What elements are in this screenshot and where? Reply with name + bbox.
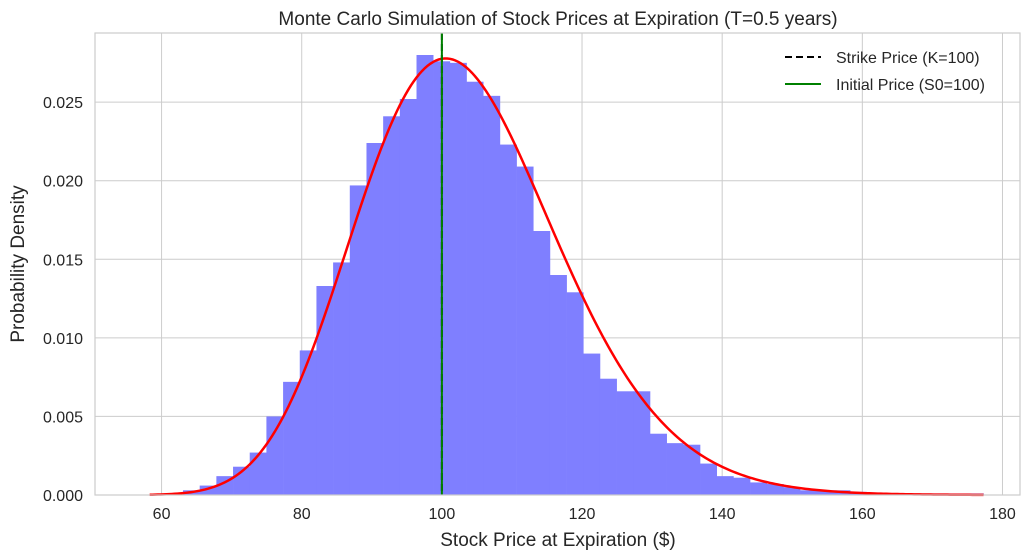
x-tick-label: 80 xyxy=(293,506,311,523)
histogram-bar xyxy=(816,490,834,495)
histogram-bar xyxy=(266,416,284,495)
histogram-bar xyxy=(383,116,401,496)
histogram-bar xyxy=(549,275,567,495)
histogram-bar xyxy=(199,485,217,495)
histogram-bar xyxy=(349,185,367,495)
histogram-bars xyxy=(183,55,984,496)
plot-frame xyxy=(94,32,1021,496)
histogram-bar xyxy=(733,477,751,495)
histogram-bar xyxy=(299,350,317,495)
y-tick-label: 0.025 xyxy=(43,95,83,112)
y-tick-label: 0.000 xyxy=(43,488,83,505)
y-tick-label: 0.005 xyxy=(43,409,83,426)
legend-label-strike: Strike Price (K=100) xyxy=(836,50,980,67)
histogram-bar xyxy=(599,378,617,495)
histogram-bar xyxy=(533,231,551,495)
density-curve xyxy=(149,57,984,497)
histogram-bar xyxy=(750,482,768,495)
y-axis-label: Probability Density xyxy=(8,185,29,343)
histogram-bar xyxy=(716,476,734,495)
x-tick-label: 140 xyxy=(709,506,736,523)
histogram-bar xyxy=(800,490,818,495)
y-tick-label: 0.020 xyxy=(43,174,83,191)
y-tick-labels: 0.000 0.005 0.010 0.015 0.020 0.025 xyxy=(43,95,83,505)
histogram-bar xyxy=(249,452,267,495)
x-tick-labels: 60 80 100 120 140 160 180 xyxy=(153,506,1016,523)
x-tick-label: 100 xyxy=(429,506,456,523)
histogram-bar xyxy=(316,286,334,495)
x-tick-label: 60 xyxy=(153,506,171,523)
histogram-bar xyxy=(516,166,534,496)
histogram-bar xyxy=(700,463,718,495)
x-axis-label: Stock Price at Expiration ($) xyxy=(440,530,675,551)
histogram-bar xyxy=(666,443,684,495)
histogram-bar xyxy=(566,292,584,495)
histogram-bar xyxy=(766,484,784,495)
histogram-bar xyxy=(499,144,517,496)
histogram-bar xyxy=(416,55,434,495)
y-tick-label: 0.010 xyxy=(43,331,83,348)
histogram-bar xyxy=(483,95,501,495)
x-tick-label: 160 xyxy=(849,506,876,523)
histogram-bar xyxy=(333,262,351,495)
y-tick-label: 0.015 xyxy=(43,252,83,269)
histogram-bar xyxy=(616,391,634,495)
x-tick-label: 180 xyxy=(989,506,1016,523)
histogram-bar xyxy=(583,353,601,495)
x-tick-label: 120 xyxy=(569,506,596,523)
legend: Strike Price (K=100) Initial Price (S0=1… xyxy=(785,50,985,94)
chart-title: Monte Carlo Simulation of Stock Prices a… xyxy=(278,9,837,30)
histogram-bar xyxy=(783,487,801,495)
histogram-bar xyxy=(683,444,701,495)
legend-label-initial: Initial Price (S0=100) xyxy=(836,77,985,94)
histogram-bar xyxy=(366,143,384,495)
histogram-bar xyxy=(449,62,467,495)
histogram-bar xyxy=(633,391,651,495)
histogram-bar xyxy=(650,433,667,495)
histogram-bar xyxy=(399,99,417,495)
histogram-bar xyxy=(466,81,484,495)
